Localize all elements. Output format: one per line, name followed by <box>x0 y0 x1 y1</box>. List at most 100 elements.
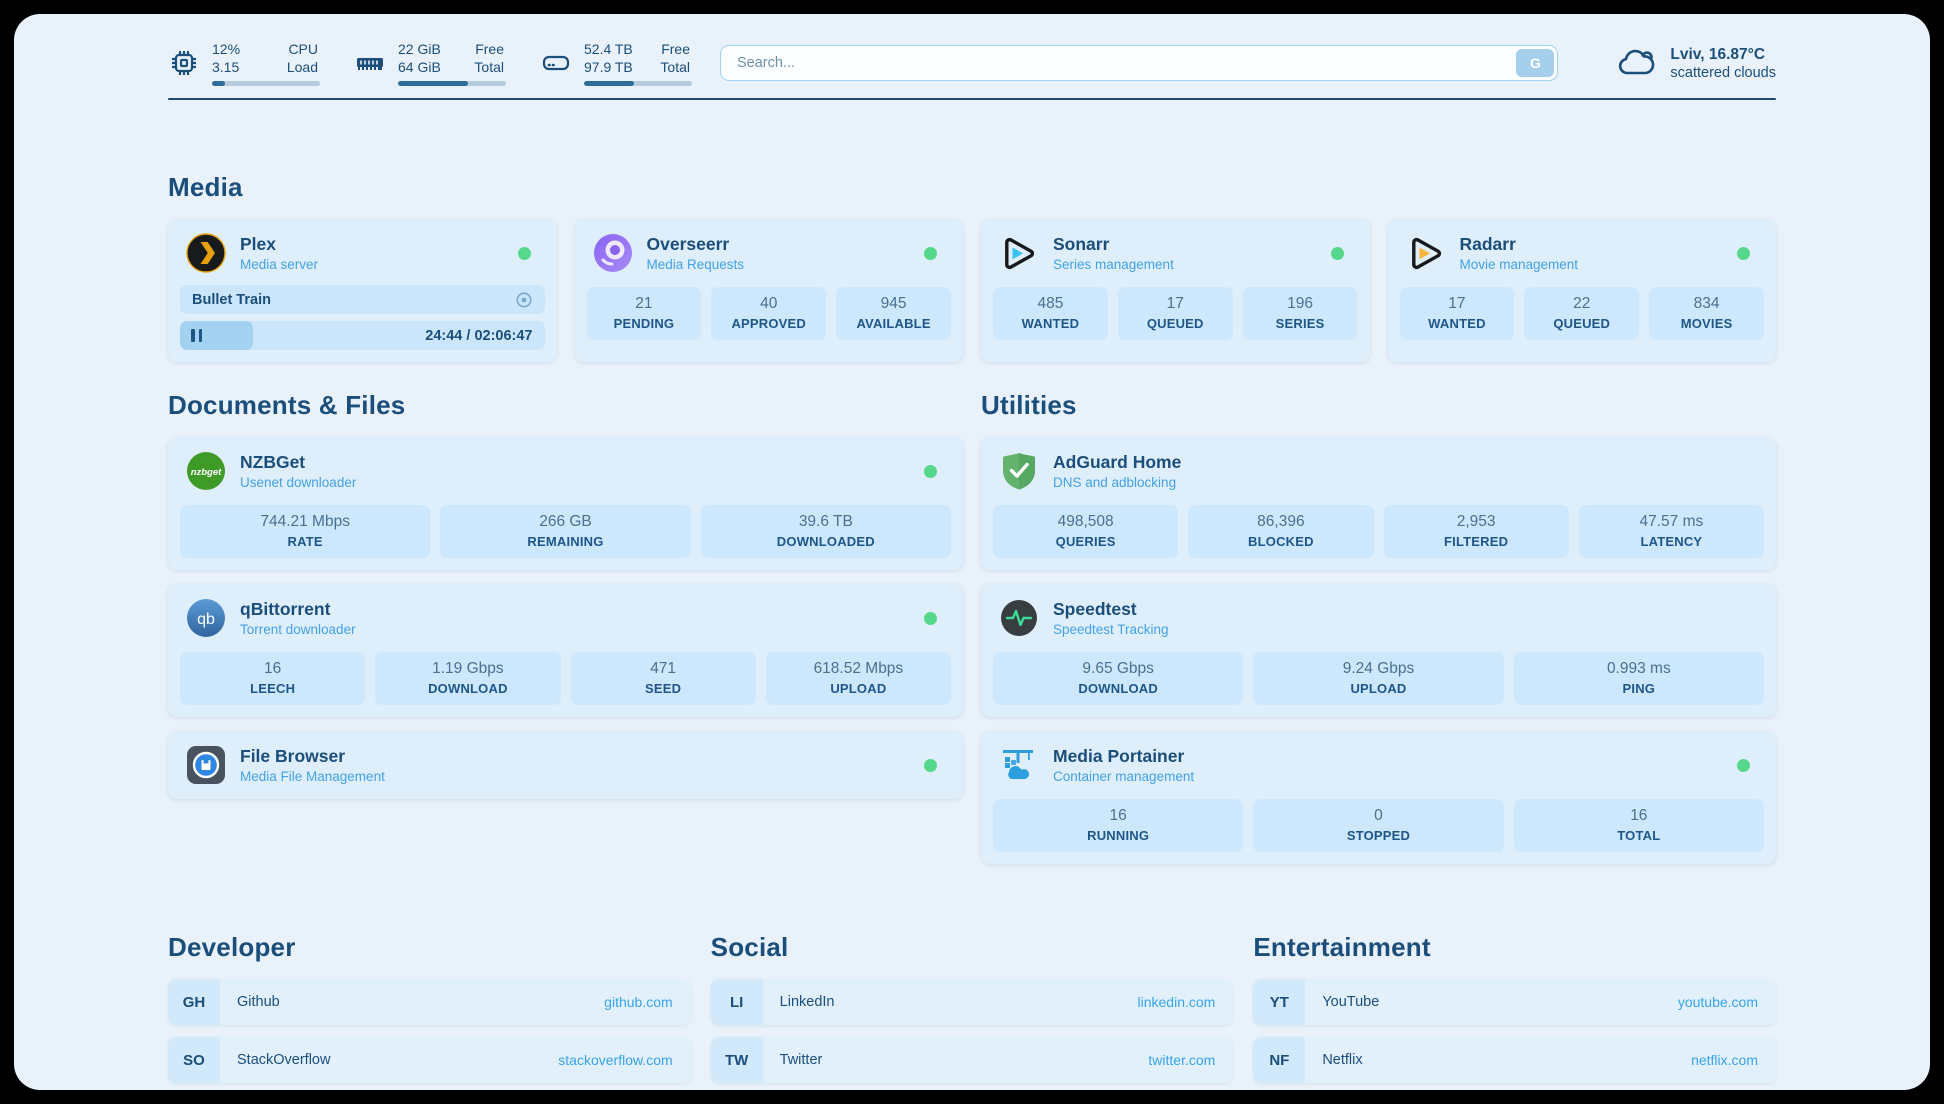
status-dot <box>924 758 937 772</box>
status-dot <box>1737 246 1750 260</box>
app-card-adguard[interactable]: AdGuard Home DNS and adblocking 498,508 … <box>981 437 1776 571</box>
bookmark-url: github.com <box>604 994 673 1011</box>
app-subtitle: Media Requests <box>646 257 745 273</box>
section-documents-files: Documents & Files nzbget NZBGet Usenet d… <box>168 390 963 813</box>
qbittorrent-icon: qb <box>186 598 226 638</box>
portainer-icon <box>999 745 1039 785</box>
stat-queued: 17 QUEUED <box>1117 287 1233 341</box>
playback-progress-bar[interactable]: 24:44 / 02:06:47 <box>180 321 545 351</box>
app-card-filebrowser[interactable]: File Browser Media File Management <box>168 731 963 800</box>
stat-downloaded: 39.6 TB DOWNLOADED <box>700 505 951 559</box>
status-dot <box>1737 758 1750 772</box>
cpu-widget: 12% 3.15 CPU Load <box>168 40 320 87</box>
bookmark-url: twitter.com <box>1148 1052 1216 1069</box>
app-subtitle: Usenet downloader <box>240 475 357 491</box>
cpu-load-value: 3.15 <box>212 59 240 76</box>
app-subtitle: Media File Management <box>240 769 385 785</box>
plex-icon <box>186 233 226 274</box>
bookmark-abbr: TW <box>710 1037 763 1084</box>
radarr-icon <box>1406 233 1446 273</box>
app-card-radarr[interactable]: Radarr Movie management 17 WANTED 22 QUE… <box>1387 219 1776 363</box>
stat-download: 1.19 Gbps DOWNLOAD <box>375 652 561 706</box>
status-dot <box>924 611 937 625</box>
weather-condition: scattered clouds <box>1670 64 1776 81</box>
app-subtitle: Media server <box>240 257 319 273</box>
utilities-section-title: Utilities <box>981 390 1077 421</box>
memory-progress-track <box>398 81 506 87</box>
stat-leech: 16 LEECH <box>180 652 366 706</box>
app-card-speedtest[interactable]: Speedtest Speedtest Tracking 9.65 Gbps D… <box>981 584 1776 718</box>
stat-approved: 40 APPROVED <box>711 287 827 341</box>
app-card-sonarr[interactable]: Sonarr Series management 485 WANTED 17 Q… <box>981 219 1370 363</box>
stat-upload: 618.52 Mbps UPLOAD <box>765 652 951 706</box>
stat-wanted: 485 WANTED <box>993 287 1108 341</box>
status-dot <box>924 246 937 260</box>
cloud-icon <box>1616 46 1658 80</box>
bookmark-abbr: YT <box>1253 979 1306 1026</box>
stat-pending: 21 PENDING <box>586 287 702 341</box>
playback-time: 24:44 / 02:06:47 <box>425 327 533 344</box>
bookmark-url: youtube.com <box>1677 994 1758 1011</box>
memory-total-value: 64 GiB <box>398 59 441 76</box>
bookmark-name: Github <box>237 994 280 1011</box>
nzbget-icon: nzbget <box>186 451 226 491</box>
bookmark-name: Twitter <box>779 1052 823 1069</box>
memory-total-label: Total <box>474 59 504 76</box>
app-name: File Browser <box>240 746 346 767</box>
bookmark-stackoverflow[interactable]: SO StackOverflow stackoverflow.com <box>168 1037 691 1084</box>
status-dot <box>924 464 937 478</box>
app-card-overseerr[interactable]: Overseerr Media Requests 21 PENDING 40 A… <box>574 219 963 363</box>
search-input[interactable] <box>720 45 1559 82</box>
app-name: Speedtest <box>1053 599 1137 620</box>
app-card-nzbget[interactable]: nzbget NZBGet Usenet downloader 744.21 M… <box>168 437 963 571</box>
app-name: NZBGet <box>240 452 306 473</box>
app-subtitle: Container management <box>1053 769 1195 785</box>
app-name: AdGuard Home <box>1053 452 1182 473</box>
stat-blocked: 86,396 BLOCKED <box>1188 505 1374 559</box>
stat-remaining: 266 GB REMAINING <box>440 505 691 559</box>
bookmark-github[interactable]: GH Github github.com <box>168 979 691 1026</box>
playback-progress-fill <box>180 321 253 351</box>
stat-series: 196 SERIES <box>1242 287 1358 341</box>
cast-icon <box>515 291 533 309</box>
memory-progress-fill <box>398 81 469 87</box>
bookmark-abbr: GH <box>168 979 220 1026</box>
bookmark-youtube[interactable]: YT YouTube youtube.com <box>1253 979 1776 1026</box>
bookmark-url: stackoverflow.com <box>558 1052 673 1069</box>
app-subtitle: Series management <box>1053 257 1174 273</box>
app-card-plex[interactable]: Plex Media server Bullet Train <box>168 219 557 363</box>
topbar-divider <box>168 98 1776 101</box>
stat-stopped: 0 STOPPED <box>1253 799 1504 853</box>
stat-available: 945 AVAILABLE <box>836 287 951 341</box>
app-card-qbittorrent[interactable]: qb qBittorrent Torrent downloader 16 LEE… <box>168 584 963 718</box>
speedtest-icon <box>999 598 1039 638</box>
weather-location: Lviv, 16.87°C <box>1670 45 1766 63</box>
bookmark-name: YouTube <box>1322 994 1380 1011</box>
overseerr-icon <box>593 233 633 273</box>
bookmark-linkedin[interactable]: LI LinkedIn linkedin.com <box>710 979 1234 1026</box>
memory-free-label: Free <box>475 41 504 57</box>
disk-progress-fill <box>584 81 634 87</box>
stat-wanted: 17 WANTED <box>1399 287 1515 341</box>
app-name: Overseerr <box>646 234 730 255</box>
stat-upload: 9.24 Gbps UPLOAD <box>1253 652 1504 706</box>
pause-icon <box>191 329 202 343</box>
top-bar: 12% 3.15 CPU Load <box>168 40 1776 87</box>
stat-rate: 744.21 Mbps RATE <box>180 505 431 559</box>
cpu-label: CPU <box>288 41 318 57</box>
stat-running: 16 RUNNING <box>993 799 1244 853</box>
app-subtitle: Torrent downloader <box>240 622 356 638</box>
bookmark-name: Netflix <box>1322 1052 1363 1069</box>
sonarr-icon <box>999 233 1039 273</box>
bookmark-twitter[interactable]: TW Twitter twitter.com <box>710 1037 1234 1084</box>
disk-icon <box>540 47 572 79</box>
search-provider-button[interactable]: G <box>1516 49 1555 78</box>
bookmark-name: LinkedIn <box>779 994 835 1011</box>
app-card-portainer[interactable]: Media Portainer Container management 16 … <box>981 731 1776 865</box>
svg-text:qb: qb <box>197 611 215 628</box>
disk-free-value: 52.4 TB <box>584 41 633 57</box>
cpu-usage-value: 12% <box>212 41 241 57</box>
status-dot <box>517 246 531 260</box>
bookmark-netflix[interactable]: NF Netflix netflix.com <box>1253 1037 1776 1084</box>
disk-widget: 52.4 TB 97.9 TB Free Total <box>540 40 692 87</box>
